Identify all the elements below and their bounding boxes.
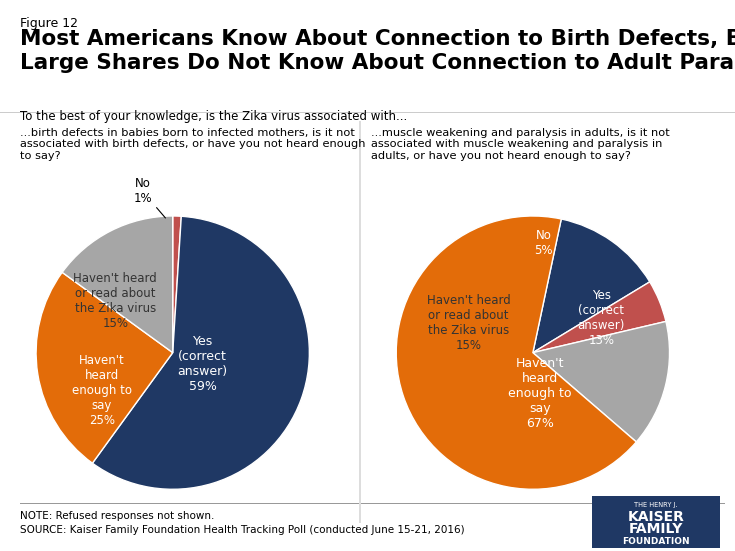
Text: ...muscle weakening and paralysis in adults, is it not
associated with muscle we: ...muscle weakening and paralysis in adu… xyxy=(371,128,670,161)
Text: Haven't
heard
enough to
say
67%: Haven't heard enough to say 67% xyxy=(508,357,571,430)
Text: NOTE: Refused responses not shown.: NOTE: Refused responses not shown. xyxy=(20,511,214,521)
Text: Yes
(correct
answer)
59%: Yes (correct answer) 59% xyxy=(178,334,228,392)
Text: FAMILY: FAMILY xyxy=(629,522,683,537)
Text: Yes
(correct
answer)
13%: Yes (correct answer) 13% xyxy=(578,289,625,348)
Wedge shape xyxy=(93,216,309,489)
Text: Haven't
heard
enough to
say
25%: Haven't heard enough to say 25% xyxy=(72,354,132,428)
Text: No
5%: No 5% xyxy=(534,229,553,257)
Text: Figure 12: Figure 12 xyxy=(20,17,78,30)
Text: ...birth defects in babies born to infected mothers, is it not
associated with b: ...birth defects in babies born to infec… xyxy=(20,128,365,161)
Text: SOURCE: Kaiser Family Foundation Health Tracking Poll (conducted June 15-21, 201: SOURCE: Kaiser Family Foundation Health … xyxy=(20,525,465,534)
Text: FOUNDATION: FOUNDATION xyxy=(622,537,690,547)
Wedge shape xyxy=(533,282,666,353)
Text: No
1%: No 1% xyxy=(133,177,165,218)
Wedge shape xyxy=(396,216,637,489)
Wedge shape xyxy=(533,219,650,353)
Text: KAISER: KAISER xyxy=(628,510,684,524)
Text: Haven't heard
or read about
the Zika virus
15%: Haven't heard or read about the Zika vir… xyxy=(74,272,157,329)
Text: Most Americans Know About Connection to Birth Defects, But
Large Shares Do Not K: Most Americans Know About Connection to … xyxy=(20,29,735,73)
Wedge shape xyxy=(36,272,173,463)
Wedge shape xyxy=(533,321,670,442)
Text: To the best of your knowledge, is the Zika virus associated with...: To the best of your knowledge, is the Zi… xyxy=(20,110,407,123)
Text: THE HENRY J.: THE HENRY J. xyxy=(634,503,678,509)
Wedge shape xyxy=(62,216,173,353)
Wedge shape xyxy=(173,216,182,353)
Text: Haven't heard
or read about
the Zika virus
15%: Haven't heard or read about the Zika vir… xyxy=(427,294,511,352)
